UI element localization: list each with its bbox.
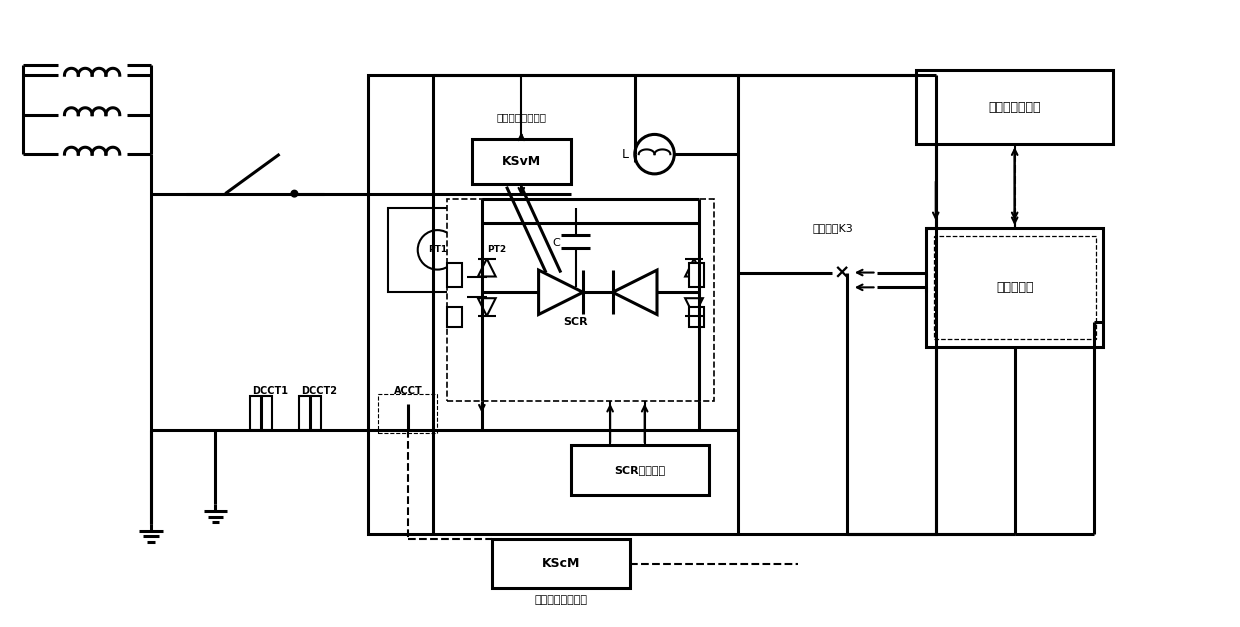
Text: SCR触发单元: SCR触发单元 (614, 465, 666, 475)
Text: ×: × (833, 263, 851, 282)
Polygon shape (686, 298, 703, 316)
Bar (934, 236, 1096, 339)
Text: L: L (621, 147, 629, 161)
Circle shape (418, 230, 458, 270)
Text: KScM: KScM (542, 557, 580, 570)
Bar (689, 307, 704, 327)
Text: 数字控制器: 数字控制器 (996, 281, 1033, 294)
Circle shape (477, 230, 516, 270)
Bar (492, 539, 630, 588)
Bar (378, 394, 438, 433)
Polygon shape (686, 259, 703, 277)
Text: 瞬时电压监测单元: 瞬时电压监测单元 (496, 113, 547, 123)
Text: KSvM: KSvM (502, 155, 541, 168)
Circle shape (291, 191, 298, 197)
Bar (448, 199, 714, 401)
Text: DCCT2: DCCT2 (301, 386, 337, 396)
Polygon shape (538, 270, 583, 315)
Bar (570, 445, 709, 495)
Circle shape (635, 134, 675, 174)
Polygon shape (477, 259, 496, 277)
Circle shape (404, 404, 432, 431)
Bar (926, 228, 1104, 347)
Bar (689, 263, 704, 287)
Circle shape (384, 404, 412, 431)
Text: ACCT: ACCT (393, 386, 423, 396)
Text: 瞬时电流监测单元: 瞬时电流监测单元 (534, 595, 588, 605)
Bar (448, 307, 463, 327)
Bar (250, 396, 272, 430)
Text: C: C (552, 238, 559, 248)
Bar (916, 70, 1114, 144)
Bar (448, 263, 463, 287)
Polygon shape (613, 270, 657, 315)
Bar (299, 396, 321, 430)
Text: 远程监控计算机: 远程监控计算机 (988, 101, 1040, 113)
Bar (388, 208, 551, 292)
Bar (472, 139, 570, 184)
Text: PT1: PT1 (428, 245, 448, 255)
Text: DCCT1: DCCT1 (252, 386, 288, 396)
Polygon shape (477, 298, 496, 316)
Text: PT2: PT2 (487, 245, 506, 255)
Text: SCR: SCR (563, 317, 588, 327)
Text: 隔直开关K3: 隔直开关K3 (812, 223, 853, 233)
Bar (368, 75, 936, 534)
